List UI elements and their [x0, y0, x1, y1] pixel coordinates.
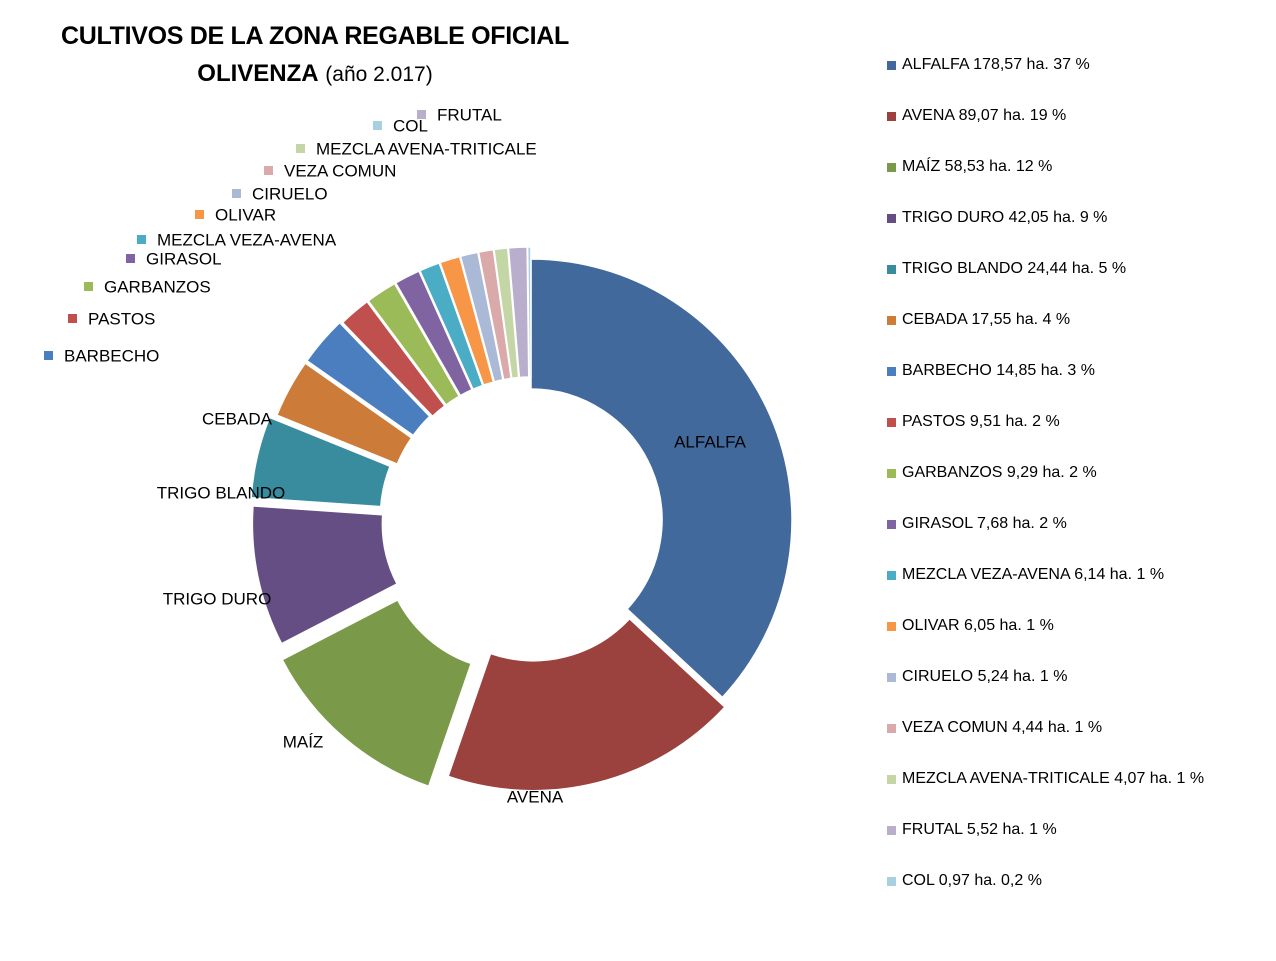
legend-label: TRIGO DURO 42,05 ha. 9 % — [902, 209, 1108, 226]
legend-swatch — [887, 162, 896, 172]
data-label-8: GARBANZOS — [104, 277, 211, 296]
legend-item: ALFALFA 178,57 ha. 37 % — [887, 56, 1090, 74]
slice-garbanzos — [367, 282, 461, 407]
legend-label: ALFALFA 178,57 ha. 37 % — [902, 56, 1090, 73]
legend-item: PASTOS 9,51 ha. 2 % — [887, 413, 1060, 431]
data-label-marker-13 — [264, 166, 273, 175]
data-label-4: TRIGO BLANDO — [157, 483, 285, 502]
data-label-5: CEBADA — [202, 409, 273, 428]
data-label-marker-15 — [417, 110, 426, 119]
data-label-12: CIRUELO — [252, 184, 328, 203]
legend-label: CEBADA 17,55 ha. 4 % — [902, 311, 1071, 328]
legend-item: BARBECHO 14,85 ha. 3 % — [887, 362, 1095, 380]
slice-alfalfa — [530, 258, 793, 699]
legend-item: VEZA COMUN 4,44 ha. 1 % — [887, 719, 1102, 737]
data-label-3: TRIGO DURO — [163, 589, 272, 608]
legend-swatch — [887, 366, 896, 376]
slice-avena — [447, 617, 726, 792]
legend-item: AVENA 89,07 ha. 19 % — [887, 107, 1066, 125]
legend-swatch — [887, 519, 896, 529]
chart-title-place: OLIVENZA — [197, 60, 319, 87]
legend-item: FRUTAL 5,52 ha. 1 % — [887, 821, 1057, 839]
legend-item: MAÍZ 58,53 ha. 12 % — [887, 158, 1052, 176]
legend-label: MAÍZ 58,53 ha. 12 % — [902, 158, 1053, 175]
legend-label: GARBANZOS 9,29 ha. 2 % — [902, 464, 1097, 481]
slice-maíz — [281, 598, 473, 788]
legend-swatch — [887, 111, 896, 121]
slice-pastos — [341, 300, 446, 418]
data-label-11: OLIVAR — [215, 205, 276, 224]
data-label-marker-7 — [68, 314, 77, 323]
slice-mezcla-veza-avena — [418, 261, 484, 391]
legend-swatch — [887, 417, 896, 427]
data-label-1: AVENA — [507, 787, 564, 806]
legend-label: PASTOS 9,51 ha. 2 % — [902, 413, 1060, 430]
legend-label: VEZA COMUN 4,44 ha. 1 % — [902, 719, 1103, 736]
chart-title-year: (año 2.017) — [325, 63, 433, 86]
chart-title: CULTIVOS DE LA ZONA REGABLE OFICIAL — [60, 22, 569, 50]
data-label-2: MAÍZ — [283, 732, 324, 751]
legend-item: MEZCLA VEZA-AVENA 6,14 ha. 1 % — [887, 566, 1164, 584]
legend-item: OLIVAR 6,05 ha. 1 % — [887, 617, 1054, 635]
legend-label: OLIVAR 6,05 ha. 1 % — [902, 617, 1054, 634]
slice-col — [526, 246, 532, 378]
data-label-16: COL — [393, 116, 428, 135]
slice-barbecho — [305, 321, 431, 437]
chart-subtitle: OLIVENZA (año 2.017) — [0, 60, 630, 88]
legend-swatch — [887, 60, 896, 70]
data-label-marker-10 — [137, 235, 146, 244]
legend-label: FRUTAL 5,52 ha. 1 % — [902, 821, 1057, 838]
legend-label: MEZCLA VEZA-AVENA 6,14 ha. 1 % — [902, 566, 1165, 583]
legend-label: GIRASOL 7,68 ha. 2 % — [902, 515, 1067, 532]
legend-label: COL 0,97 ha. 0,2 % — [902, 872, 1042, 889]
slice-trigo-duro — [251, 505, 399, 645]
data-label-marker-9 — [126, 254, 135, 263]
legend-swatch — [887, 825, 896, 835]
slice-trigo-blando — [250, 416, 392, 508]
data-label-marker-12 — [232, 189, 241, 198]
data-label-9: GIRASOL — [146, 249, 222, 268]
data-label-7: PASTOS — [88, 309, 155, 328]
legend-item: COL 0,97 ha. 0,2 % — [887, 872, 1042, 890]
legend-swatch — [887, 876, 896, 886]
legend-swatch — [887, 621, 896, 631]
legend-swatch — [887, 468, 896, 478]
data-label-marker-14 — [296, 144, 305, 153]
legend-swatch — [887, 774, 896, 784]
legend-swatch — [887, 315, 896, 325]
legend-label: MEZCLA AVENA-TRITICALE 4,07 ha. 1 % — [902, 770, 1205, 787]
data-label-marker-16 — [373, 121, 382, 130]
legend-item: TRIGO BLANDO 24,44 ha. 5 % — [887, 260, 1126, 278]
legend-swatch — [887, 672, 896, 682]
legend-label: CIRUELO 5,24 ha. 1 % — [902, 668, 1068, 685]
slice-olivar — [439, 255, 495, 387]
data-label-marker-8 — [84, 282, 93, 291]
legend-label: TRIGO BLANDO 24,44 ha. 5 % — [902, 260, 1127, 277]
data-label-0: ALFALFA — [674, 432, 746, 451]
legend-item: GARBANZOS 9,29 ha. 2 % — [887, 464, 1097, 482]
legend-swatch — [887, 570, 896, 580]
data-label-13: VEZA COMUN — [284, 161, 396, 180]
legend-swatch — [887, 264, 896, 274]
data-label-6: BARBECHO — [64, 346, 159, 365]
legend-item: GIRASOL 7,68 ha. 2 % — [887, 515, 1067, 533]
legend-item: CIRUELO 5,24 ha. 1 % — [887, 668, 1067, 686]
legend-item: TRIGO DURO 42,05 ha. 9 % — [887, 209, 1107, 227]
data-label-marker-6 — [44, 351, 53, 360]
legend-label: AVENA 89,07 ha. 19 % — [902, 107, 1067, 124]
data-label-14: MEZCLA AVENA-TRITICALE — [316, 139, 537, 158]
legend-item: CEBADA 17,55 ha. 4 % — [887, 311, 1070, 329]
slice-ciruelo — [459, 251, 504, 383]
slice-cebada — [275, 362, 413, 466]
legend-item: MEZCLA AVENA-TRITICALE 4,07 ha. 1 % — [887, 770, 1204, 788]
data-label-marker-11 — [195, 210, 204, 219]
legend-label: BARBECHO 14,85 ha. 3 % — [902, 362, 1095, 379]
data-label-15: FRUTAL — [437, 105, 502, 124]
legend-swatch — [887, 723, 896, 733]
slice-girasol — [394, 270, 474, 397]
data-label-10: MEZCLA VEZA-AVENA — [157, 230, 337, 249]
legend-swatch — [887, 213, 896, 223]
